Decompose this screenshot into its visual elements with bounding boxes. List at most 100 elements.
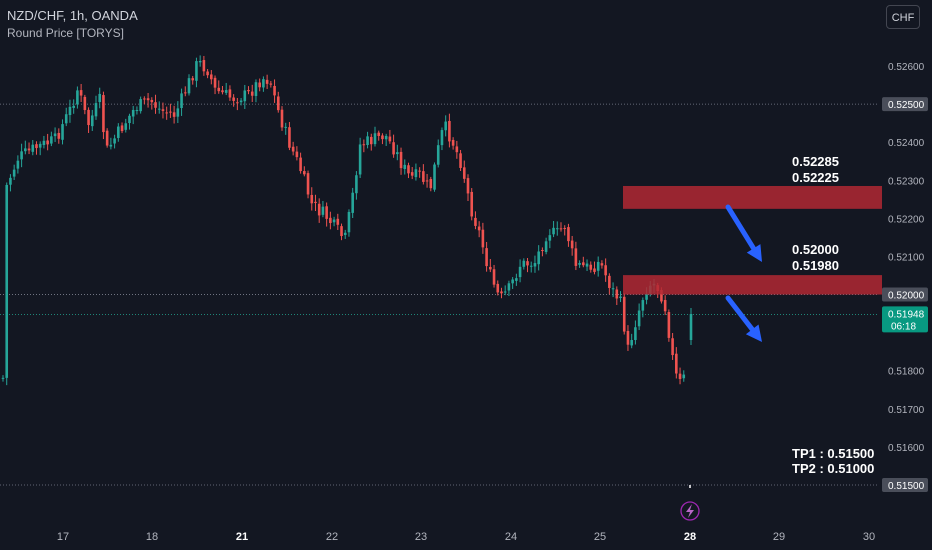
- candle: [291, 141, 295, 156]
- candle: [198, 55, 202, 67]
- candle-body: [552, 227, 555, 235]
- symbol-title[interactable]: NZD/CHF, 1h, OANDA: [7, 8, 138, 23]
- candle: [61, 119, 64, 145]
- y-tick-label: 0.52100: [888, 252, 925, 263]
- candle: [604, 258, 607, 282]
- candle: [128, 113, 131, 130]
- candle: [466, 174, 470, 201]
- candle-body: [500, 291, 503, 294]
- x-tick-label: 25: [594, 531, 606, 543]
- x-tick-label: 17: [57, 531, 69, 543]
- candle-body: [102, 95, 105, 133]
- candle: [83, 94, 87, 115]
- candle-body: [574, 248, 578, 266]
- arrow-2: [725, 295, 762, 342]
- candle-body: [206, 71, 209, 76]
- candle-body: [317, 203, 321, 216]
- candle: [288, 121, 291, 151]
- candle-body: [645, 294, 648, 300]
- candle-body: [511, 279, 514, 284]
- candle-body: [269, 83, 273, 85]
- candle: [72, 99, 75, 114]
- candle-body: [369, 136, 373, 145]
- candle-body: [105, 130, 109, 146]
- y-tick-label: 0.52300: [888, 176, 925, 187]
- time-axis[interactable]: 17 18 21 22 23 24 25 28 29 30: [57, 531, 875, 543]
- candle: [187, 74, 191, 96]
- candle-body: [578, 263, 581, 265]
- round-price-lines: [0, 103, 878, 486]
- candle-body: [16, 160, 20, 169]
- y-tick-label: 0.51800: [888, 367, 925, 378]
- indicator-title[interactable]: Round Price [TORYS]: [7, 26, 124, 40]
- x-tick-label: 21: [236, 531, 248, 543]
- candle: [68, 99, 72, 123]
- candle-body: [24, 148, 27, 152]
- currency-button[interactable]: CHF: [886, 5, 920, 29]
- candle: [582, 256, 585, 268]
- candle-body: [254, 82, 258, 96]
- candle-body: [485, 248, 488, 267]
- candle: [559, 222, 563, 232]
- candle-live: [689, 308, 693, 345]
- arrow-shaft: [725, 295, 755, 332]
- candle: [24, 140, 27, 155]
- candle-body: [217, 87, 221, 92]
- candle: [165, 106, 168, 120]
- current-price-tag: [882, 306, 928, 333]
- candle: [38, 141, 42, 156]
- candle: [314, 194, 317, 211]
- candle-body: [314, 201, 317, 204]
- candle-body: [418, 170, 421, 172]
- arrow-shaft: [725, 204, 757, 251]
- candle-body: [440, 130, 444, 146]
- target-label-2: TP2 : 0.51000: [792, 461, 874, 476]
- zone-label-bottom-0: 0.52225: [792, 170, 839, 185]
- candle-body: [79, 90, 83, 96]
- candle-body: [198, 61, 202, 63]
- candle: [626, 325, 630, 351]
- candle: [507, 280, 511, 297]
- candle: [183, 86, 187, 97]
- candle: [258, 78, 261, 92]
- candle-body: [306, 173, 310, 195]
- zone-label-top-1: 0.52000: [792, 242, 839, 257]
- candle-body: [507, 283, 511, 291]
- candle: [570, 235, 574, 256]
- candle: [135, 106, 139, 115]
- candle: [596, 256, 600, 277]
- candle: [403, 159, 407, 175]
- candle: [250, 84, 254, 102]
- candle-body: [381, 135, 384, 140]
- zone-box-0: [623, 185, 882, 209]
- candle: [362, 139, 366, 153]
- candle: [563, 225, 567, 236]
- candle-body: [362, 144, 366, 146]
- candle-body: [384, 135, 388, 140]
- candle: [477, 221, 481, 238]
- candle-body: [202, 60, 206, 72]
- price-axis[interactable]: 0.52600 0.52400 0.52300 0.52200 0.52100 0.518…: [882, 62, 928, 492]
- candle-body: [619, 296, 622, 299]
- candle-body: [239, 100, 243, 103]
- candle-body: [321, 206, 325, 215]
- candle-body: [582, 262, 585, 266]
- candle-body: [265, 79, 269, 84]
- candle-body: [291, 146, 295, 152]
- candle: [42, 135, 46, 149]
- candle-body: [515, 278, 518, 281]
- candle-body: [120, 125, 124, 132]
- candle-body: [94, 103, 98, 117]
- y-tick-label: 0.52400: [888, 138, 925, 149]
- candle: [79, 83, 83, 102]
- candle-body: [522, 260, 526, 267]
- candle-body: [529, 265, 533, 267]
- candle: [120, 122, 124, 134]
- candle-body: [76, 90, 79, 105]
- candle: [202, 55, 206, 76]
- candle: [113, 134, 116, 149]
- round-price-tag-2: [882, 477, 928, 492]
- candle-body: [477, 226, 481, 231]
